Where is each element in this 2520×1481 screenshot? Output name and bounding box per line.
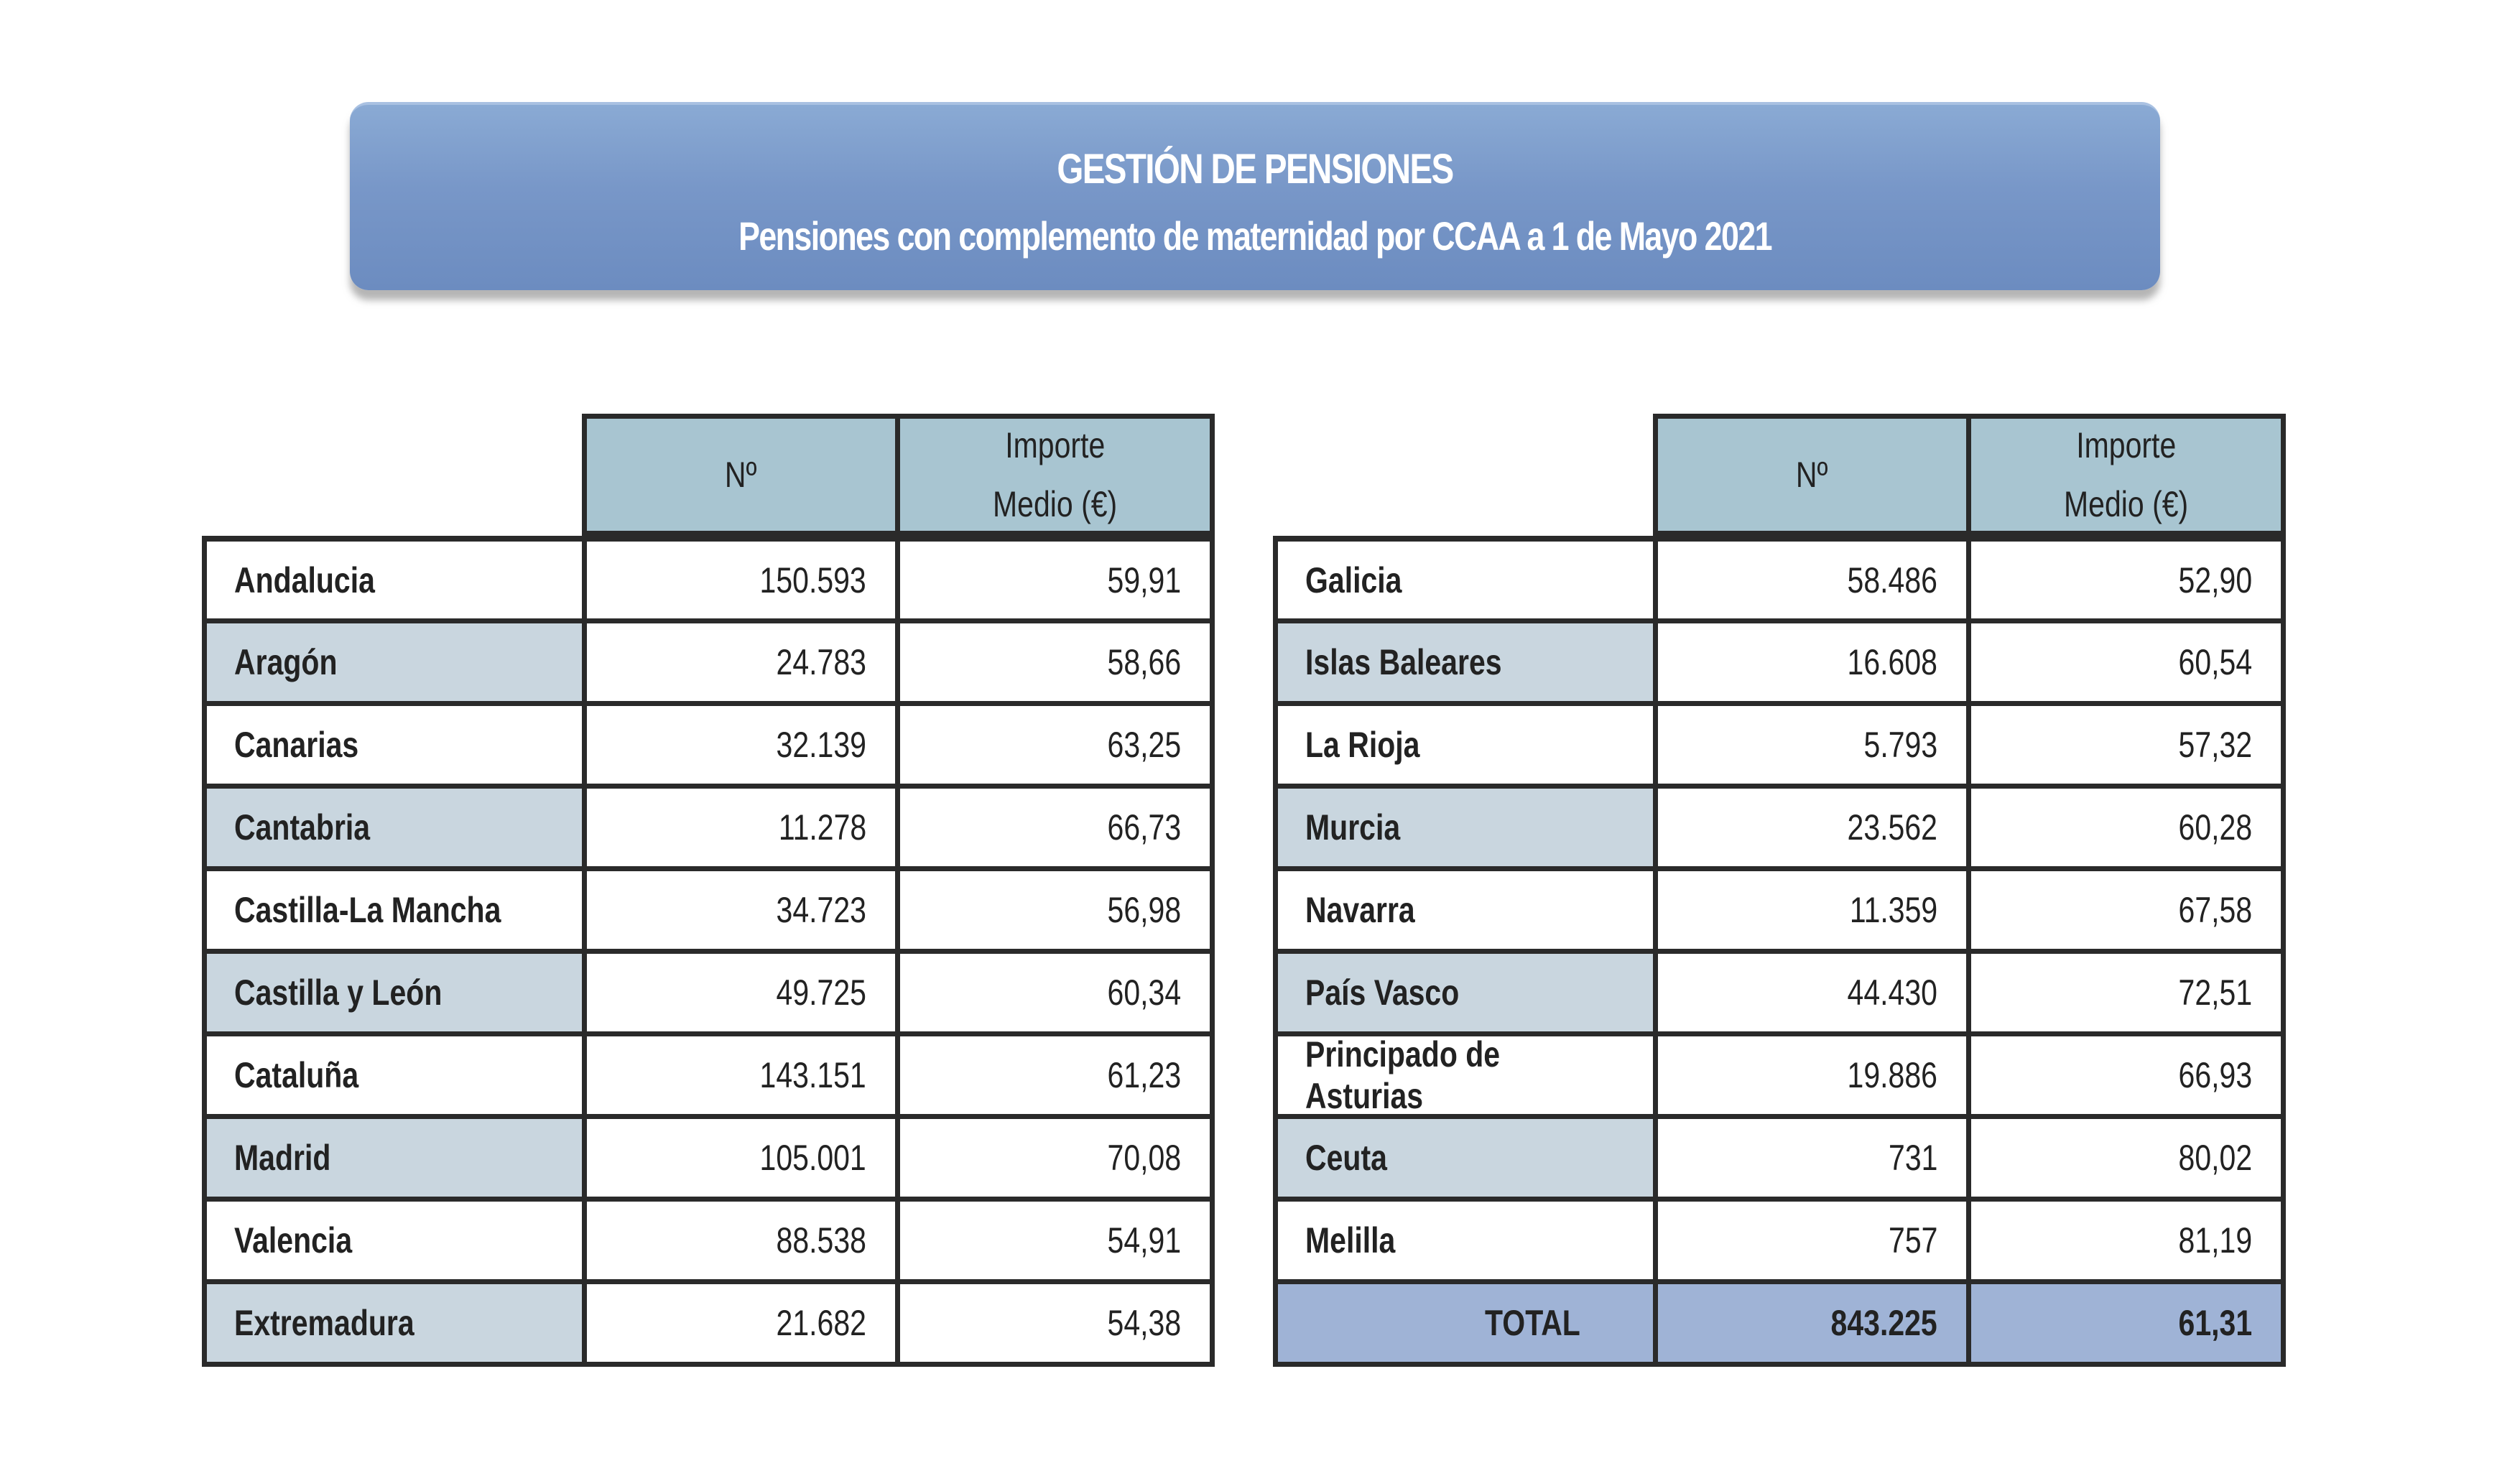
pension-count: 143.151: [587, 1036, 900, 1114]
region-name: Castilla-La Mancha: [207, 871, 587, 949]
table-row: Andalucia 150.593 59,91: [207, 536, 1210, 618]
column-header-amount: Importe Medio (€): [895, 414, 1215, 536]
pension-count: 16.608: [1658, 623, 1971, 701]
pension-count: 150.593: [587, 542, 900, 618]
table-row: Melilla 757 81,19: [1278, 1197, 2281, 1279]
column-header-amount: Importe Medio (€): [1966, 414, 2286, 536]
region-name: Aragón: [207, 623, 587, 701]
region-name: Melilla: [1278, 1202, 1658, 1279]
average-amount: 57,32: [1971, 706, 2281, 784]
page-title: GESTIÓN DE PENSIONES: [1057, 146, 1454, 192]
table-row: Madrid 105.001 70,08: [207, 1114, 1210, 1197]
right-table-body: Galicia 58.486 52,90 Islas Baleares 16.608 60…: [1273, 536, 2286, 1367]
pension-count: 23.562: [1658, 789, 1971, 866]
table-row: Aragón 24.783 58,66: [207, 618, 1210, 701]
pension-count: 49.725: [587, 954, 900, 1031]
region-name: Valencia: [207, 1202, 587, 1279]
table-row: Islas Baleares 16.608 60,54: [1278, 618, 2281, 701]
average-amount: 72,51: [1971, 954, 2281, 1031]
average-amount: 67,58: [1971, 871, 2281, 949]
pension-count: 34.723: [587, 871, 900, 949]
average-amount: 60,34: [900, 954, 1210, 1031]
region-name: Castilla y León: [207, 954, 587, 1031]
pension-count: 24.783: [587, 623, 900, 701]
average-amount: 54,91: [900, 1202, 1210, 1279]
table-row: La Rioja 5.793 57,32: [1278, 701, 2281, 784]
average-amount: 61,31: [1971, 1284, 2281, 1362]
pension-count: 757: [1658, 1202, 1971, 1279]
region-name: Ceuta: [1278, 1119, 1658, 1197]
region-name: Galicia: [1278, 542, 1658, 618]
average-amount: 54,38: [900, 1284, 1210, 1362]
region-name: Cataluña: [207, 1036, 587, 1114]
pension-count: 44.430: [1658, 954, 1971, 1031]
region-name: Islas Baleares: [1278, 623, 1658, 701]
region-name: La Rioja: [1278, 706, 1658, 784]
region-name: País Vasco: [1278, 954, 1658, 1031]
title-banner: GESTIÓN DE PENSIONES Pensiones con compl…: [350, 102, 2160, 290]
region-name: Murcia: [1278, 789, 1658, 866]
table-row: Castilla y León 49.725 60,34: [207, 949, 1210, 1031]
table-row: Castilla-La Mancha 34.723 56,98: [207, 866, 1210, 949]
average-amount: 66,93: [1971, 1036, 2281, 1114]
average-amount: 59,91: [900, 542, 1210, 618]
average-amount: 66,73: [900, 789, 1210, 866]
column-header-number: Nº: [1653, 414, 1971, 536]
region-name: Andalucia: [207, 542, 587, 618]
pension-count: 19.886: [1658, 1036, 1971, 1114]
pension-count: 32.139: [587, 706, 900, 784]
pension-count: 11.359: [1658, 871, 1971, 949]
average-amount: 58,66: [900, 623, 1210, 701]
average-amount: 61,23: [900, 1036, 1210, 1114]
table-row: Navarra 11.359 67,58: [1278, 866, 2281, 949]
pension-count: 21.682: [587, 1284, 900, 1362]
region-name: Canarias: [207, 706, 587, 784]
pension-count: 88.538: [587, 1202, 900, 1279]
average-amount: 60,54: [1971, 623, 2281, 701]
average-amount: 60,28: [1971, 789, 2281, 866]
average-amount: 70,08: [900, 1119, 1210, 1197]
pension-count: 731: [1658, 1119, 1971, 1197]
table-row: Valencia 88.538 54,91: [207, 1197, 1210, 1279]
left-table-body: Andalucia 150.593 59,91 Aragón 24.783 58,66 Ca…: [202, 536, 1215, 1367]
page-subtitle: Pensiones con complemento de maternidad …: [738, 213, 1772, 259]
total-row: TOTAL 843.225 61,31: [1278, 1279, 2281, 1362]
pension-count: 58.486: [1658, 542, 1971, 618]
average-amount: 81,19: [1971, 1202, 2281, 1279]
average-amount: 52,90: [1971, 542, 2281, 618]
table-row: Galicia 58.486 52,90: [1278, 536, 2281, 618]
column-header-number: Nº: [582, 414, 900, 536]
table-row: Cantabria 11.278 66,73: [207, 784, 1210, 866]
region-name: Extremadura: [207, 1284, 587, 1362]
region-name: Cantabria: [207, 789, 587, 866]
average-amount: 56,98: [900, 871, 1210, 949]
table-row: Cataluña 143.151 61,23: [207, 1031, 1210, 1114]
region-name: Madrid: [207, 1119, 587, 1197]
table-row: Principado de Asturias 19.886 66,93: [1278, 1031, 2281, 1116]
table-row: Canarias 32.139 63,25: [207, 701, 1210, 784]
table-row: Ceuta 731 80,02: [1278, 1114, 2281, 1197]
table-row: País Vasco 44.430 72,51: [1278, 949, 2281, 1031]
pension-count: 11.278: [587, 789, 900, 866]
pension-count: 105.001: [587, 1119, 900, 1197]
table-row: Murcia 23.562 60,28: [1278, 784, 2281, 866]
average-amount: 63,25: [900, 706, 1210, 784]
total-label: TOTAL: [1278, 1284, 1658, 1362]
average-amount: 80,02: [1971, 1119, 2281, 1197]
pension-count: 5.793: [1658, 706, 1971, 784]
region-name: Principado de Asturias: [1278, 1034, 1658, 1116]
pension-count: 843.225: [1658, 1284, 1971, 1362]
region-name: Navarra: [1278, 871, 1658, 949]
table-row: Extremadura 21.682 54,38: [207, 1279, 1210, 1362]
